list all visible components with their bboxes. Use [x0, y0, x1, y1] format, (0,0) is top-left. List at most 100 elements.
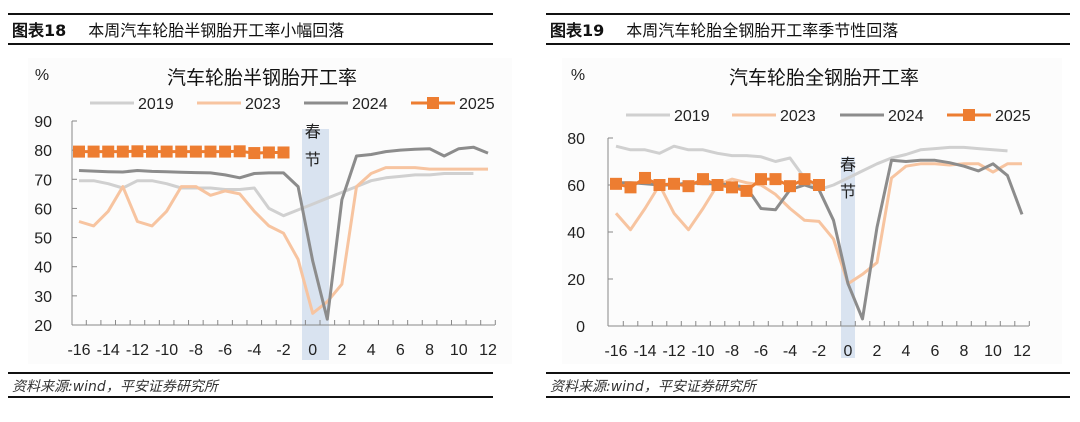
y-tick-label: 60 — [34, 201, 52, 218]
x-tick-label: 0 — [844, 343, 853, 360]
data-point-2025 — [248, 147, 261, 160]
data-point-2025 — [697, 173, 709, 186]
data-point-2025 — [219, 145, 232, 158]
x-tick-label: -4 — [247, 342, 261, 359]
plot-background — [562, 58, 1062, 364]
y-tick-label: 20 — [567, 272, 585, 289]
x-tick-label: -16 — [67, 342, 90, 359]
x-tick-label: 10 — [984, 343, 1002, 360]
y-tick-label: 70 — [34, 172, 52, 189]
annotation-spring: 春 — [840, 156, 856, 174]
x-tick-label: 8 — [960, 343, 969, 360]
data-point-2025 — [740, 184, 753, 197]
chart-title: 汽车轮胎半钢胎开工率 — [167, 67, 357, 89]
data-point-2025 — [116, 145, 129, 158]
x-tick-label: 2 — [873, 343, 882, 360]
data-point-2025 — [668, 177, 680, 190]
y-tick-label: 40 — [34, 260, 52, 277]
x-tick-label: -10 — [691, 343, 714, 360]
x-tick-label: 12 — [1013, 343, 1031, 360]
x-tick-label: -8 — [189, 342, 203, 359]
data-point-2025 — [131, 145, 144, 158]
data-point-2025 — [233, 145, 246, 158]
legend-label-2023: 2023 — [780, 108, 816, 125]
data-point-2025 — [73, 145, 85, 158]
legend-marker-2025 — [427, 97, 439, 109]
source-note: 资料来源:wind，平安证券研究所 — [550, 379, 756, 395]
source-bottom-rule — [546, 396, 1070, 398]
figure-title: 本周汽车轮胎半钢胎开工率小幅回落 — [88, 21, 345, 40]
data-point-2025 — [784, 180, 796, 193]
legend-label-2019: 2019 — [138, 96, 174, 113]
data-point-2025 — [726, 181, 738, 194]
y-tick-label: 80 — [567, 131, 585, 148]
header-top-rule — [8, 13, 493, 15]
data-point-2025 — [204, 145, 217, 158]
y-tick-label: 90 — [34, 114, 52, 131]
data-point-2025 — [798, 173, 811, 186]
data-point-2025 — [277, 146, 290, 159]
source-top-rule — [8, 372, 493, 374]
x-tick-label: -14 — [633, 343, 656, 360]
x-tick-label: -2 — [812, 343, 826, 360]
data-point-2025 — [624, 181, 637, 194]
x-tick-label: -16 — [604, 343, 627, 360]
y-tick-label: 80 — [34, 143, 52, 160]
source-top-rule — [546, 372, 1070, 374]
annotation-festival: 节 — [840, 183, 856, 201]
legend-label-2023: 2023 — [245, 96, 281, 113]
legend-label-2025: 2025 — [995, 108, 1031, 125]
annotation-spring: 春 — [305, 123, 321, 141]
x-tick-label: 4 — [902, 343, 911, 360]
series-line-2019 — [615, 144, 1008, 192]
figure-18-panel: 图表18 本周汽车轮胎半钢胎开工率小幅回落 资料来源:wind，平安证券研究所 — [8, 0, 493, 422]
y-tick-label: 50 — [34, 231, 52, 248]
legend-label-2024: 2024 — [352, 96, 388, 113]
x-tick-label: 8 — [425, 342, 434, 359]
header-bottom-rule — [546, 43, 1070, 45]
legend-marker-2025 — [963, 109, 975, 121]
y-tick-label: 60 — [567, 178, 585, 195]
series-line-2023 — [78, 166, 488, 315]
chart-title: 汽车轮胎全钢胎开工率 — [729, 67, 919, 89]
data-point-2025 — [769, 173, 782, 186]
x-tick-label: -6 — [218, 342, 232, 359]
figure-heading: 图表19 本周汽车轮胎全钢胎开工率季节性回落 — [550, 17, 898, 41]
data-point-2025 — [175, 145, 188, 158]
x-tick-label: 2 — [337, 342, 346, 359]
x-tick-label: 6 — [396, 342, 405, 359]
spring-festival-band — [302, 129, 329, 360]
legend-label-2025: 2025 — [459, 96, 495, 113]
y-axis-unit: % — [571, 67, 585, 84]
x-tick-label: 6 — [931, 343, 940, 360]
figure-number: 图表19 — [550, 21, 605, 40]
x-tick-label: -14 — [97, 342, 120, 359]
y-tick-label: 30 — [34, 289, 52, 306]
x-tick-label: 10 — [450, 342, 468, 359]
data-point-2025 — [755, 173, 767, 186]
figure-19-panel: 图表19 本周汽车轮胎全钢胎开工率季节性回落 资料来源:wind，平安证券研究所 — [546, 0, 1070, 422]
spring-festival-band — [841, 157, 855, 358]
y-axis-unit: % — [35, 67, 49, 84]
data-point-2025 — [813, 179, 825, 191]
data-point-2025 — [102, 145, 115, 158]
data-point-2025 — [160, 145, 173, 158]
x-tick-label: -2 — [276, 342, 290, 359]
y-tick-label: 20 — [34, 318, 52, 335]
data-point-2025 — [262, 146, 275, 159]
x-tick-label: -12 — [662, 343, 685, 360]
source-note: 资料来源:wind，平安证券研究所 — [12, 379, 218, 395]
data-point-2025 — [653, 179, 666, 191]
data-point-2025 — [610, 177, 622, 190]
series-line-2024 — [78, 145, 489, 321]
data-point-2025 — [189, 145, 202, 158]
data-point-2025 — [87, 145, 100, 158]
x-tick-label: -4 — [783, 343, 797, 360]
annotation-festival: 节 — [305, 151, 321, 169]
data-point-2025 — [682, 180, 695, 193]
data-point-2025 — [146, 145, 159, 158]
data-point-2025 — [639, 171, 651, 184]
y-tick-label: 0 — [576, 319, 585, 336]
series-line-2019 — [79, 172, 474, 218]
